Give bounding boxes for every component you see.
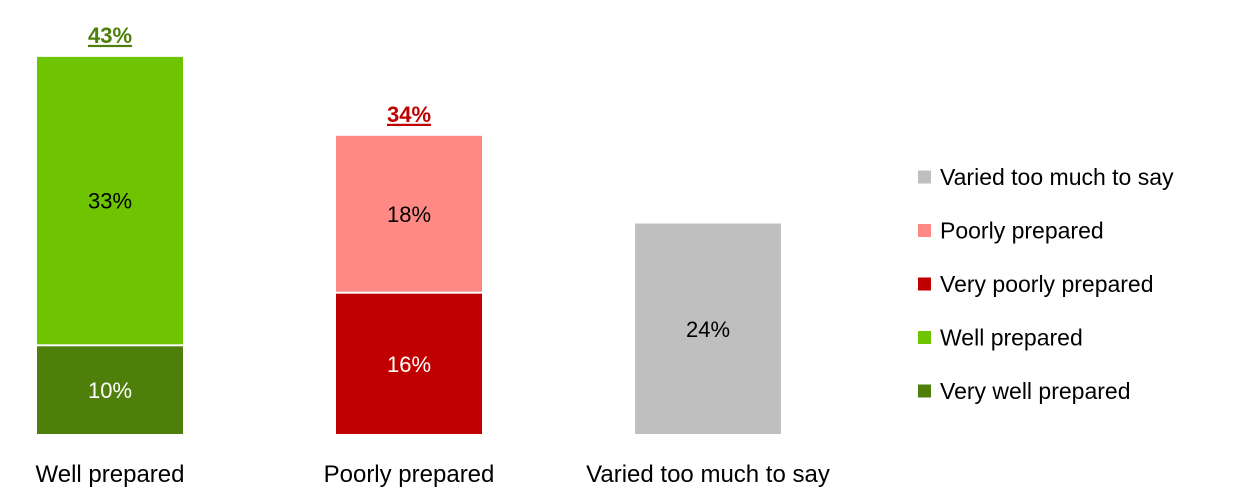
bar-well-prepared-well-prepared [37,56,183,345]
category-labels-group: Well prepared Poorly prepared Varied too m… [36,461,830,488]
legend-item-very-well-prepared: Very well prepared [918,378,1131,404]
category-label-varied-too-much-to-say: Varied too much to say [586,461,830,488]
segment-labels-group: 10% 33% 16% 18% 24% [88,189,730,404]
legend-swatch-varied-too-much-to-say [918,170,931,184]
data-label-well-prepared-well-prepared: 33% [88,189,132,214]
legend-swatch-poorly-prepared [918,224,931,237]
data-label-well-prepared-very-well-prepared: 10% [88,378,132,403]
data-label-poorly-prepared-very-poorly-prepared: 16% [387,352,431,377]
legend-label-poorly-prepared: Poorly prepared [940,218,1104,244]
category-label-well-prepared: Well prepared [36,461,185,488]
legend-label-very-well-prepared: Very well prepared [940,378,1131,404]
legend-swatch-very-well-prepared [918,384,931,398]
category-label-poorly-prepared: Poorly prepared [324,461,495,488]
data-label-varied-too-much-to-say-varied-too-much-to-say: 24% [686,317,730,342]
total-label-poorly-prepared: 34% [387,102,431,127]
bars-group [37,56,781,434]
bar-well-prepared-very-well-prepared [37,346,183,434]
bar-poorly-prepared-very-poorly-prepared [336,293,482,434]
legend: Varied too much to say Poorly prepared Ver… [918,164,1174,404]
legend-item-varied-too-much-to-say: Varied too much to say [918,164,1174,190]
bar-varied-too-much-to-say-varied-too-much-to-say [635,223,781,434]
legend-item-very-poorly-prepared: Very poorly prepared [918,271,1154,297]
legend-item-well-prepared: Well prepared [918,325,1083,351]
totals-group: 43% 34% [88,23,431,127]
bar-poorly-prepared-poorly-prepared [336,135,482,292]
legend-label-well-prepared: Well prepared [940,325,1083,351]
legend-swatch-very-poorly-prepared [918,277,931,291]
legend-label-very-poorly-prepared: Very poorly prepared [940,271,1154,297]
legend-item-poorly-prepared: Poorly prepared [918,218,1104,244]
legend-label-varied-too-much-to-say: Varied too much to say [940,164,1174,190]
total-label-well-prepared: 43% [88,23,132,48]
data-label-poorly-prepared-poorly-prepared: 18% [387,202,431,227]
legend-swatch-well-prepared [918,331,931,344]
